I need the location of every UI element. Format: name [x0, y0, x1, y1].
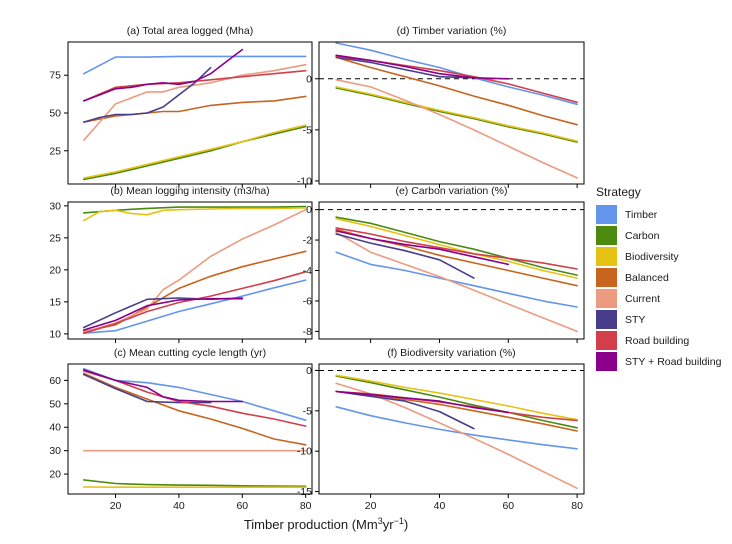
x-axis-label-main: Timber production (Mm: [244, 517, 378, 532]
legend-swatch: [596, 226, 617, 245]
y-tick-label: 50: [49, 108, 61, 120]
panel-title: (f) Biodiversity variation (%): [387, 347, 515, 359]
series-line-sty-road-building: [336, 55, 508, 79]
y-tick-label: 30: [49, 445, 61, 457]
y-tick-label: 0: [306, 204, 312, 216]
y-tick-label: 15: [49, 296, 61, 308]
y-tick-label: 20: [49, 469, 61, 481]
panel-6: (f) Biodiversity variation (%) -15 -10 -5 0 2…: [297, 347, 584, 512]
x-tick-label: 20: [110, 500, 122, 512]
x-tick-label: 40: [434, 500, 446, 512]
legend-item-current: Current: [596, 289, 660, 308]
x-tick-label: 80: [571, 500, 583, 512]
legend-swatch: [596, 268, 617, 287]
legend-label: Biodiversity: [625, 251, 679, 263]
legend-label: STY: [625, 314, 645, 326]
series-line-current: [84, 65, 306, 141]
legend-item-sty: STY: [596, 310, 645, 329]
legend-label: Carbon: [625, 230, 660, 242]
legend-item-biodiversity: Biodiversity: [596, 247, 679, 266]
series-line-sty: [336, 234, 474, 278]
legend-item-carbon: Carbon: [596, 226, 660, 245]
series-line-biodiversity: [84, 125, 306, 178]
y-tick-label: -4: [303, 265, 312, 277]
legend-swatch: [596, 205, 617, 224]
panel-2: (b) Mean logging intensity (m3/ha) 10 15 20…: [49, 185, 312, 343]
legend-label: Current: [625, 293, 660, 305]
y-tick-label: 20: [49, 264, 61, 276]
legend-item-timber: Timber: [596, 205, 658, 224]
y-tick-label: -6: [303, 295, 312, 307]
y-tick-label: -5: [303, 124, 312, 136]
series-line-balanced: [84, 96, 306, 122]
x-tick-label: 60: [502, 500, 514, 512]
y-tick-label: 30: [49, 200, 61, 212]
series-line-current: [84, 210, 306, 332]
y-tick-label: -8: [303, 326, 312, 338]
y-tick-label: 25: [49, 232, 61, 244]
x-tick-label: 40: [173, 500, 185, 512]
series-line-timber: [84, 280, 306, 333]
x-axis-label-sup2: −1: [394, 516, 404, 526]
y-tick-label: 75: [49, 70, 61, 82]
legend-swatch: [596, 289, 617, 308]
panel-title: (a) Total area logged (Mha): [127, 25, 253, 37]
chart-panels: (a) Total area logged (Mha) 25 50 75 (b) Mea…: [49, 25, 584, 512]
series-line-road-building: [84, 371, 306, 426]
x-tick-label: 20: [365, 500, 377, 512]
legend-swatch: [596, 310, 617, 329]
legend-label: Road building: [625, 335, 689, 347]
x-axis-label: Timber production (Mm3yr−1): [244, 516, 408, 532]
panel-title: (b) Mean logging intensity (m3/ha): [110, 185, 269, 197]
y-tick-label: 0: [306, 365, 312, 377]
y-tick-label: 10: [49, 328, 61, 340]
series-line-timber: [336, 252, 577, 307]
y-tick-label: -10: [297, 446, 312, 458]
series-line-balanced: [336, 392, 577, 432]
x-tick-label: 80: [300, 500, 312, 512]
series-line-sty: [84, 68, 211, 122]
legend-label: Balanced: [625, 272, 669, 284]
series-line-carbon: [84, 480, 306, 486]
x-tick-label: 60: [236, 500, 248, 512]
x-axis-label-end: ): [404, 517, 408, 532]
panel-4: (d) Timber variation (%) -10 -5 0: [297, 25, 584, 188]
y-tick-label: 40: [49, 422, 61, 434]
series-line-biodiversity: [336, 375, 577, 419]
panel-title: (d) Timber variation (%): [397, 25, 507, 37]
legend-swatch: [596, 352, 617, 371]
panel-title: (e) Carbon variation (%): [395, 185, 507, 197]
y-tick-label: 0: [306, 73, 312, 85]
legend-title: Strategy: [596, 185, 641, 199]
legend-swatch: [596, 331, 617, 350]
legend-label: STY + Road building: [625, 356, 722, 368]
y-tick-label: 50: [49, 398, 61, 410]
legend-item-road-building: Road building: [596, 331, 689, 350]
series-line-timber: [84, 369, 306, 421]
x-axis-label-mid: yr: [383, 517, 395, 532]
panel-1: (a) Total area logged (Mha) 25 50 75: [49, 25, 312, 188]
y-tick-label: -10: [297, 175, 312, 187]
legend-swatch: [596, 247, 617, 266]
series-line-balanced: [84, 373, 306, 444]
y-tick-label: -5: [303, 405, 312, 417]
y-tick-label: 60: [49, 375, 61, 387]
legend-item-sty-road-building: STY + Road building: [596, 352, 722, 371]
panel-5: (e) Carbon variation (%) -8 -6 -4 -2 0: [303, 185, 584, 343]
legend-item-balanced: Balanced: [596, 268, 669, 287]
panel-title: (c) Mean cutting cycle length (yr): [114, 347, 266, 359]
series-line-current: [336, 383, 577, 488]
panel-3: (c) Mean cutting cycle length (yr) 20 30 40…: [49, 347, 312, 512]
y-tick-label: -2: [303, 235, 312, 247]
legend: Strategy Timber Carbon Biodiversity Balanced…: [596, 185, 722, 371]
series-line-balanced: [336, 229, 577, 285]
legend-label: Timber: [625, 209, 658, 221]
y-tick-label: 25: [49, 145, 61, 157]
y-tick-label: -15: [297, 486, 312, 498]
series-line-carbon: [336, 217, 577, 275]
